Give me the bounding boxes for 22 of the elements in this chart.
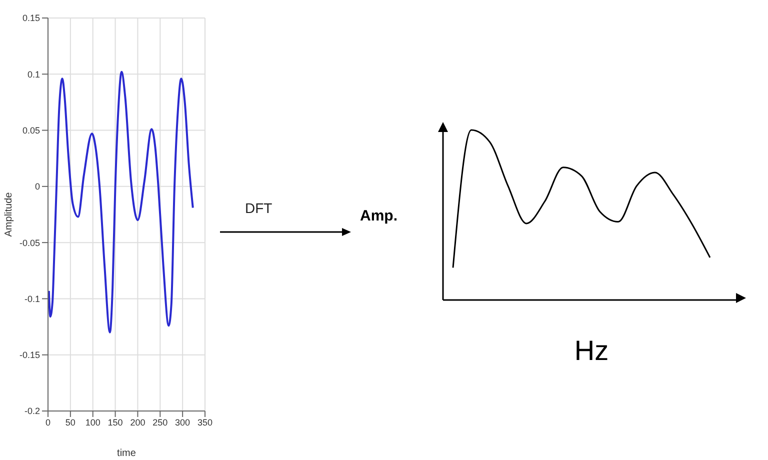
x-tick-label: 100	[85, 417, 100, 428]
y-tick-label: 0	[34, 182, 40, 192]
x-tick-label: 50	[65, 417, 76, 428]
x-tick-label: 150	[108, 417, 123, 428]
y-tick-label: -0.1	[24, 294, 40, 304]
x-tick-label: 250	[152, 417, 168, 428]
y-tick-label: 0.1	[27, 69, 40, 80]
line-series	[48, 70, 194, 334]
x-tick-label: 200	[130, 417, 146, 428]
text: DFT	[245, 200, 272, 216]
y-tick-label: -0.05	[19, 238, 40, 248]
x-tick-label: 350	[197, 417, 213, 428]
y-axis-title: Amplitude	[4, 192, 15, 237]
x-axis-title: Hz	[574, 335, 609, 366]
y-tick-label: 0.15	[22, 13, 40, 24]
y-tick-label: -0.15	[19, 350, 40, 360]
y-tick-label: -0.2	[24, 406, 40, 416]
x-axis-title: time	[117, 448, 136, 459]
x-tick-label: 300	[175, 417, 190, 428]
x-tick-label: 0	[45, 417, 51, 428]
y-axis-title: Amp.	[360, 207, 398, 224]
y-tick-label: 0.05	[22, 125, 40, 136]
